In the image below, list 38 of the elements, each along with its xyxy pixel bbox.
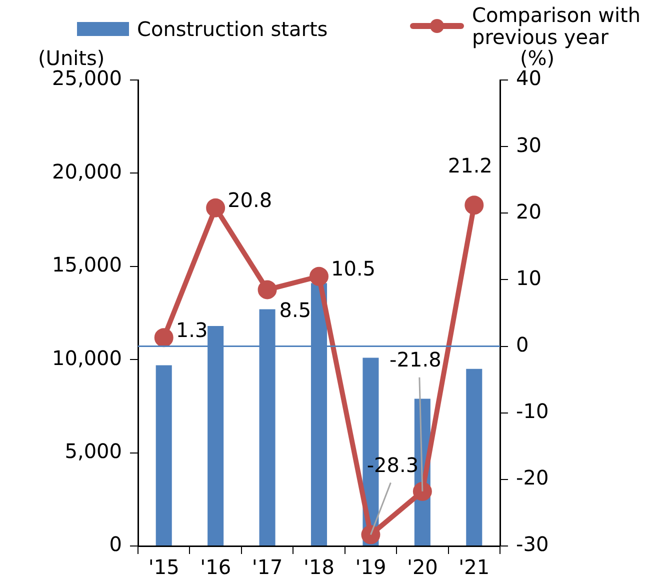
y2-tick-label: -30: [516, 532, 549, 556]
data-label: 10.5: [331, 256, 376, 281]
x-tick-label: '21: [458, 555, 490, 580]
y2-tick-label: -20: [516, 466, 549, 490]
y-tick-label: 10,000: [52, 346, 122, 370]
point: [464, 196, 484, 215]
y2-tick-label: 10: [516, 266, 542, 290]
y-tick-label: 15,000: [52, 252, 122, 277]
x-tick-label: '19: [355, 555, 386, 580]
bar: [466, 368, 482, 546]
x-tick-label: '15: [148, 555, 180, 580]
y-tick-label: 5,000: [64, 439, 122, 464]
legend-label: Construction starts: [137, 17, 328, 41]
x-tick-label: '17: [252, 555, 283, 580]
data-label: 8.5: [279, 298, 312, 322]
data-label: 20.8: [228, 188, 272, 212]
y-tick-label: 0: [109, 532, 122, 556]
data-label: -21.8: [390, 348, 442, 372]
y-axis-title: (Units): [38, 46, 105, 70]
point: [154, 328, 174, 348]
point: [412, 482, 432, 501]
y2-axis-title: (%): [520, 46, 555, 70]
point: [361, 525, 380, 544]
data-label: 21.2: [448, 153, 492, 178]
y2-tick-label: 0: [516, 332, 529, 356]
data-label: 1.3: [176, 318, 208, 342]
x-tick-label: '16: [200, 555, 232, 580]
y2-tick-label: 20: [516, 199, 542, 224]
y-tick-label: 20,000: [52, 159, 122, 184]
point: [258, 280, 277, 300]
point: [310, 266, 328, 286]
legend-label: Comparison with previous year: [472, 3, 642, 49]
x-tick-label: '20: [406, 555, 438, 580]
bar: [156, 365, 172, 546]
point: [206, 198, 226, 218]
x-tick-label: '18: [304, 555, 334, 580]
y2-tick-label: 30: [516, 132, 542, 157]
y2-tick-label: -10: [516, 399, 549, 424]
